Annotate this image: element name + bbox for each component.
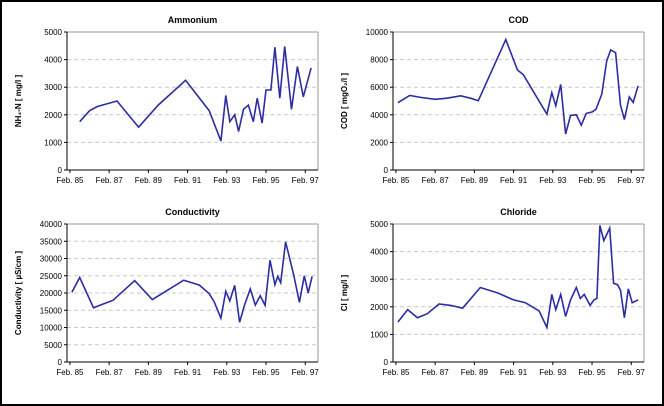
x-tick-label: Feb. 93	[539, 176, 567, 185]
y-tick-label: 25000	[40, 272, 63, 281]
cod-chart: 0 2000 4000 6000 8000 10000 Feb. 85 Feb. 87 Feb.…	[336, 12, 658, 202]
x-tick-label: Feb. 91	[174, 176, 202, 185]
y-axis-title: Cl [ mg/l ]	[340, 274, 349, 311]
conductivity-chart-canvas: 0 5000 10000 15000 20000 25000 30000 35000 40000…	[14, 207, 320, 377]
y-tick-label: 0	[58, 358, 63, 367]
x-tick-label: Feb. 95	[578, 176, 606, 185]
y-tick-label: 40000	[40, 220, 63, 229]
x-tick-label: Feb. 89	[461, 368, 489, 377]
x-tick-label: Feb. 87	[96, 368, 124, 377]
x-tick-label: Feb. 85	[382, 176, 410, 185]
y-tick-label: 3000	[44, 83, 62, 92]
chart-title: Chloride	[500, 207, 537, 217]
y-tick-label: 5000	[44, 341, 62, 350]
chloride-chart-canvas: 0 1000 2000 3000 4000 5000 Feb. 85 Feb. 87 Feb. …	[340, 207, 646, 377]
y-tick-label: 2000	[370, 138, 388, 147]
chart-title: Conductivity	[165, 207, 220, 217]
y-tick-label: 5000	[44, 28, 62, 37]
x-tick-label: Feb. 89	[135, 176, 163, 185]
x-tick-label: Feb. 91	[500, 176, 528, 185]
x-tick-label: Feb. 97	[618, 176, 646, 185]
y-tick-label: 3000	[370, 275, 388, 284]
y-tick-label: 0	[384, 166, 389, 175]
x-tick-label: Feb. 91	[500, 368, 528, 377]
y-tick-label: 1000	[370, 330, 388, 339]
x-tick-label: Feb. 85	[56, 176, 84, 185]
y-tick-label: 0	[58, 166, 63, 175]
x-tick-label: Feb. 97	[292, 176, 320, 185]
x-tick-label: Feb. 95	[252, 176, 280, 185]
x-tick-label: Feb. 87	[422, 368, 450, 377]
y-axis-title: COD [ mgO₂/l ]	[340, 73, 349, 129]
y-tick-label: 4000	[370, 248, 388, 257]
x-tick-label: Feb. 85	[382, 368, 410, 377]
y-axis-title: Conductivity [ µS/cm ]	[14, 251, 23, 336]
y-tick-label: 2000	[44, 111, 62, 120]
y-tick-label: 6000	[370, 83, 388, 92]
x-tick-label: Feb. 95	[252, 368, 280, 377]
y-tick-label: 35000	[40, 237, 63, 246]
x-tick-label: Feb. 93	[213, 176, 241, 185]
y-tick-label: 8000	[370, 56, 388, 65]
y-tick-label: 5000	[370, 220, 388, 229]
data-series-line	[79, 46, 312, 142]
x-tick-label: Feb. 91	[174, 368, 202, 377]
ammonium-chart-canvas: 0 1000 2000 3000 4000 5000 Feb. 85 Feb. 87 Feb. …	[14, 15, 320, 185]
data-series-line	[397, 37, 639, 135]
y-tick-label: 4000	[44, 56, 62, 65]
ammonium-chart: 0 1000 2000 3000 4000 5000 Feb. 85 Feb. 87 Feb. …	[10, 12, 332, 202]
chart-title: COD	[509, 15, 530, 25]
x-tick-label: Feb. 93	[213, 368, 241, 377]
x-tick-label: Feb. 89	[135, 368, 163, 377]
x-tick-label: Feb. 93	[539, 368, 567, 377]
y-tick-label: 1000	[44, 138, 62, 147]
x-tick-label: Feb. 97	[618, 368, 646, 377]
data-series-line	[397, 224, 639, 331]
y-tick-label: 30000	[40, 255, 63, 264]
cod-chart-canvas: 0 2000 4000 6000 8000 10000 Feb. 85 Feb. 87 Feb.…	[340, 15, 646, 185]
x-tick-label: Feb. 89	[461, 176, 489, 185]
x-tick-label: Feb. 85	[56, 368, 84, 377]
x-tick-label: Feb. 87	[422, 176, 450, 185]
y-tick-label: 2000	[370, 303, 388, 312]
y-tick-label: 15000	[40, 306, 63, 315]
y-tick-label: 20000	[40, 289, 63, 298]
x-tick-label: Feb. 95	[578, 368, 606, 377]
y-axis-title: NH₄-N [ mg/l ]	[14, 75, 23, 128]
chloride-chart: 0 1000 2000 3000 4000 5000 Feb. 85 Feb. 87 Feb. …	[336, 204, 658, 394]
x-tick-label: Feb. 87	[96, 176, 124, 185]
conductivity-chart: 0 5000 10000 15000 20000 25000 30000 35000 40000…	[10, 204, 332, 394]
y-tick-label: 10000	[40, 324, 63, 333]
y-tick-label: 10000	[366, 28, 389, 37]
y-tick-label: 0	[384, 358, 389, 367]
data-series-line	[71, 241, 313, 323]
y-tick-label: 4000	[370, 111, 388, 120]
x-tick-label: Feb. 97	[292, 368, 320, 377]
chart-title: Ammonium	[168, 15, 218, 25]
